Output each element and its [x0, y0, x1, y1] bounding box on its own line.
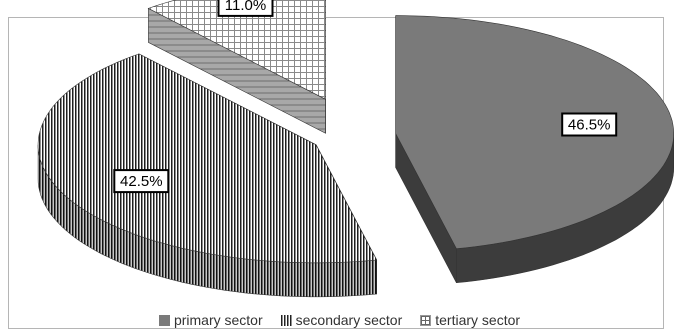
slice-secondary-top [37, 53, 378, 264]
data-label-secondary: 42.5% [120, 173, 163, 190]
legend-swatch-secondary [280, 314, 292, 326]
pie-slice-tertiary [147, 0, 326, 134]
legend-item-secondary: secondary sector [280, 312, 403, 328]
legend-item-tertiary: tertiary sector [420, 312, 520, 328]
data-label-tertiary: 11.0% [225, 0, 266, 14]
slice-tertiary-top [147, 0, 326, 100]
data-label-box-tertiary [217, 0, 274, 17]
data-label-primary: 46.5% [568, 117, 611, 134]
slice-primary-top [395, 15, 675, 250]
legend-label-secondary: secondary sector [295, 312, 403, 328]
legend-label-tertiary: tertiary sector [435, 312, 521, 328]
legend-swatch-primary [158, 314, 170, 326]
legend-label-primary: primary sector [173, 312, 263, 328]
legend-swatch-tertiary [420, 314, 432, 326]
legend-item-primary: primary sector [158, 312, 263, 328]
data-label-box-primary [561, 112, 618, 137]
pie-slice-secondary [37, 53, 378, 298]
data-label-box-secondary [113, 169, 170, 194]
pie-slice-primary [395, 15, 675, 284]
chart-legend: primary sector secondary sector tertiary… [0, 309, 679, 331]
